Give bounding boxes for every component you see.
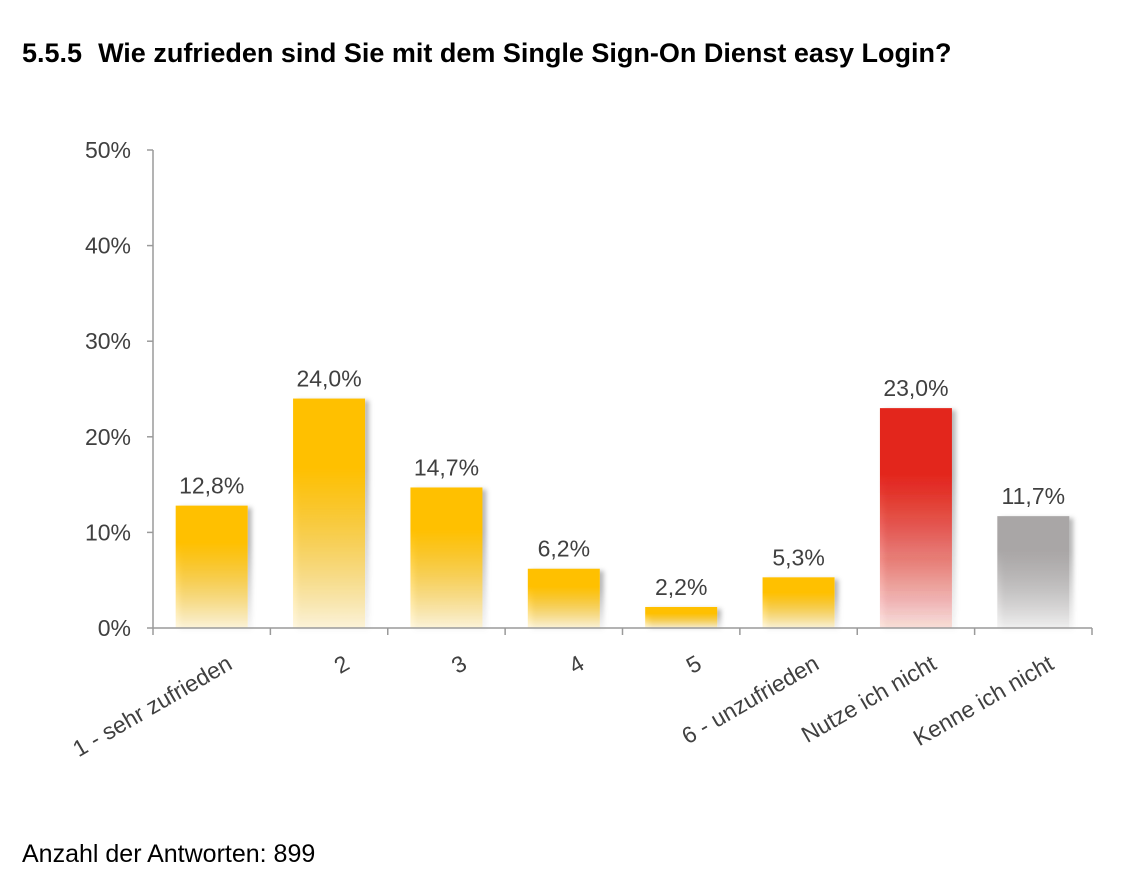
bar-4 xyxy=(527,568,600,628)
y-tick-label: 10% xyxy=(85,519,131,545)
question-text: Wie zufrieden sind Sie mit dem Single Si… xyxy=(98,38,952,68)
bar-value-label: 6,2% xyxy=(538,536,590,562)
section-number: 5.5.5 xyxy=(22,38,83,68)
x-category-label: 4 xyxy=(564,650,588,679)
y-tick-label: 30% xyxy=(85,328,131,354)
bar-7 xyxy=(879,408,952,628)
bar-2 xyxy=(293,398,366,628)
bar-value-label: 14,7% xyxy=(414,454,479,480)
x-category-label: 2 xyxy=(329,650,353,679)
response-count: Anzahl der Antworten: 899 xyxy=(22,840,316,868)
bar-value-label: 2,2% xyxy=(655,574,707,600)
bar-value-label: 24,0% xyxy=(296,366,361,392)
bar-6 xyxy=(762,577,835,628)
x-category-label: 3 xyxy=(447,650,471,679)
bar-value-label: 5,3% xyxy=(772,544,824,570)
y-tick-label: 40% xyxy=(85,233,131,259)
bar-value-label: 12,8% xyxy=(179,473,244,499)
bar-8 xyxy=(997,516,1070,628)
bar-value-label: 11,7% xyxy=(1002,483,1066,509)
bar-1 xyxy=(175,505,248,628)
x-category-label: 5 xyxy=(682,650,706,679)
bar-5 xyxy=(645,606,718,628)
x-category-label: 1 - sehr zufrieden xyxy=(68,650,236,762)
y-tick-label: 20% xyxy=(85,424,131,450)
bar-value-label: 23,0% xyxy=(883,375,948,401)
y-tick-label: 50% xyxy=(85,137,131,163)
bar-3 xyxy=(410,487,483,628)
y-tick-label: 0% xyxy=(98,615,131,641)
chart-title: 5.5.5 Wie zufrieden sind Sie mit dem Sing… xyxy=(22,38,951,69)
